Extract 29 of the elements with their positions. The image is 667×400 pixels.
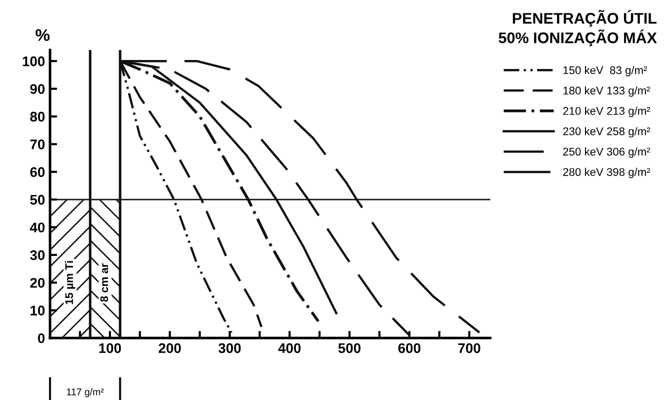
x-tick-label: 700 [458, 343, 480, 354]
y-tick-label: 100 [22, 56, 45, 66]
y-tick-label: 10 [30, 306, 45, 316]
x-tick-label: 300 [218, 343, 241, 354]
text: PENETRAÇÃO ÚTIL 50% IONIZAÇÃO MÁX [498, 10, 657, 46]
legend-label: 150 keV 83 g/m² [563, 66, 648, 76]
x-tick-label: 500 [338, 343, 361, 354]
band-label: 8 cm ar [100, 263, 108, 302]
y-tick-label: 70 [30, 139, 45, 150]
y-tick-label: 20 [30, 278, 45, 288]
x-tick-label: 400 [278, 343, 301, 354]
legend-label: 210 keV 213 g/m² [563, 106, 650, 118]
band-label: 15 µm Ti [64, 261, 76, 304]
y-axis-title: % [36, 29, 50, 41]
x-tick-label: 200 [158, 343, 181, 354]
x-tick-label: 600 [398, 343, 420, 354]
y-tick-label: 50 [30, 194, 45, 205]
y-tick-label: 60 [30, 167, 45, 178]
y-tick-label: 30 [30, 250, 45, 260]
y-tick-label: 40 [30, 222, 45, 232]
legend-label: 180 keV 133 g/m² [563, 86, 650, 97]
y-tick-label: 80 [30, 112, 45, 122]
legend-label: 280 keV 398 g/m² [563, 168, 650, 178]
text: 117 g/m² [66, 388, 104, 398]
legend-label: 250 keV 306 g/m² [563, 147, 650, 158]
y-tick-label: 0 [38, 333, 45, 344]
x-tick-label: 100 [99, 343, 121, 354]
legend-label: 230 keV 258 g/m² [563, 127, 650, 138]
y-tick-label: 90 [30, 84, 45, 94]
